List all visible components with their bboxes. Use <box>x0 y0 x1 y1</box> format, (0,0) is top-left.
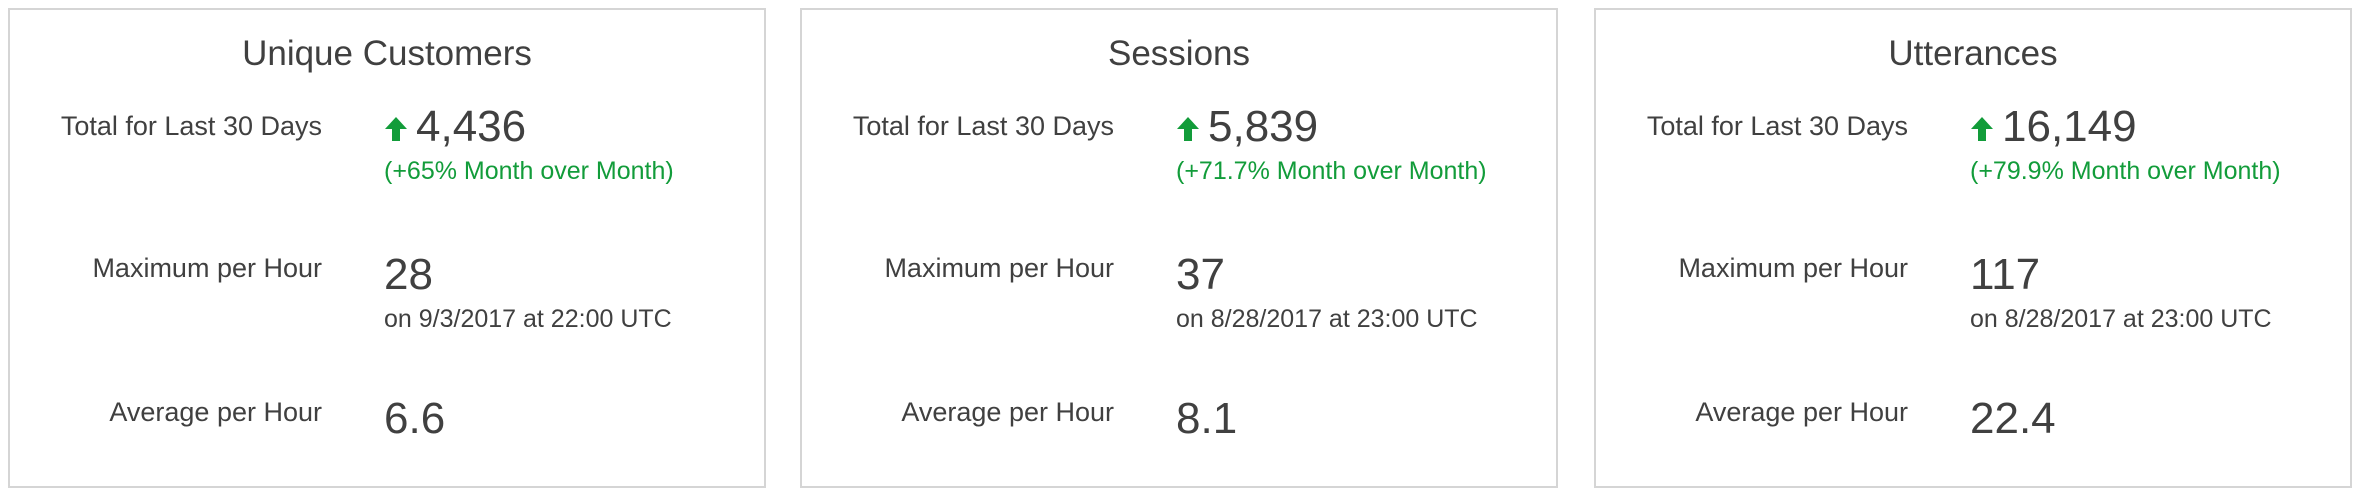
max-timestamp: on 8/28/2017 at 23:00 UTC <box>1970 305 2272 333</box>
max-value: 117 <box>1970 250 2041 299</box>
max-timestamp: on 8/28/2017 at 23:00 UTC <box>1176 305 1478 333</box>
max-label: Maximum per Hour <box>92 253 322 283</box>
card-title: Sessions <box>1107 34 1251 73</box>
max-timestamp: on 9/3/2017 at 22:00 UTC <box>384 305 672 333</box>
max-label: Maximum per Hour <box>1678 253 1908 283</box>
arrow-up-icon <box>1970 102 1994 152</box>
max-label: Maximum per Hour <box>884 253 1114 283</box>
max-value: 37 <box>1176 250 1225 299</box>
month-over-month-change: (+71.7% Month over Month) <box>1176 157 1487 185</box>
avg-label: Average per Hour <box>901 397 1114 427</box>
arrow-up-icon <box>384 102 408 152</box>
arrow-up-icon <box>1176 102 1200 152</box>
total-label: Total for Last 30 Days <box>60 111 322 141</box>
card-title: Utterances <box>1888 34 2058 73</box>
avg-label: Average per Hour <box>1695 397 1908 427</box>
card-title: Unique Customers <box>242 34 532 73</box>
utterances-card: Utterances Total for Last 30 Days 16,149… <box>1594 8 2352 488</box>
total-label: Total for Last 30 Days <box>1646 111 1908 141</box>
month-over-month-change: (+79.9% Month over Month) <box>1970 157 2281 185</box>
total-value: 16,149 <box>2002 102 2137 151</box>
unique-customers-card: Unique Customers Total for Last 30 Days … <box>8 8 766 488</box>
sessions-card: Sessions Total for Last 30 Days 5,839 (+… <box>800 8 1558 488</box>
avg-value: 6.6 <box>384 394 446 443</box>
total-value: 4,436 <box>416 102 527 151</box>
avg-value: 22.4 <box>1970 394 2056 443</box>
max-value: 28 <box>384 250 433 299</box>
total-value: 5,839 <box>1208 102 1319 151</box>
total-label: Total for Last 30 Days <box>852 111 1114 141</box>
avg-value: 8.1 <box>1176 394 1238 443</box>
month-over-month-change: (+65% Month over Month) <box>384 157 674 185</box>
avg-label: Average per Hour <box>109 397 322 427</box>
